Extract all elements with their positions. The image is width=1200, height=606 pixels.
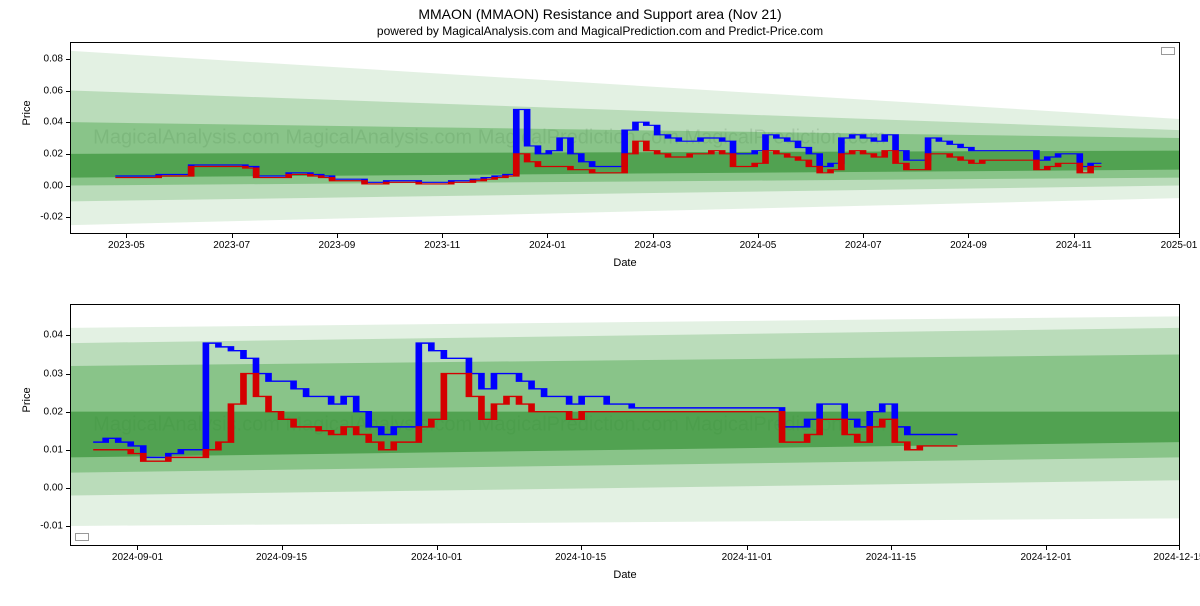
xtick-mark [1179,545,1180,550]
ytick-mark [66,374,71,375]
chart-subtitle: powered by MagicalAnalysis.com and Magic… [0,24,1200,38]
bottom-legend [75,533,89,541]
bottom-lines-svg [71,305,1179,545]
xtick-mark [137,545,138,550]
ytick-label: 0.04 [21,330,63,341]
xtick-mark [758,233,759,238]
xtick-label: 2023-11 [424,240,460,251]
ytick-label: 0.03 [21,368,63,379]
chart-title: MMAON (MMAON) Resistance and Support are… [0,6,1200,22]
xtick-label: 2023-05 [108,240,145,251]
top-legend [1161,47,1175,55]
xtick-mark [1074,233,1075,238]
xtick-label: 2024-11-01 [722,552,772,563]
xtick-mark [653,233,654,238]
xtick-mark [968,233,969,238]
xtick-mark [232,233,233,238]
ytick-mark [66,488,71,489]
xtick-mark [442,233,443,238]
xtick-label: 2025-01 [1161,240,1198,251]
ytick-mark [66,412,71,413]
ytick-label: 0.00 [21,482,63,493]
ytick-mark [66,186,71,187]
xtick-label: 2024-11-15 [866,552,916,563]
xtick-mark [581,545,582,550]
bottom-panel: Price Date MagicalAnalysis.com MagicalAn… [70,304,1180,546]
ytick-label: 0.08 [21,53,63,64]
bottom-plot-area: MagicalAnalysis.com MagicalAnalysis.com … [71,305,1179,545]
ytick-label: -0.02 [21,212,63,223]
ytick-mark [66,59,71,60]
ytick-mark [66,122,71,123]
xtick-mark [547,233,548,238]
chart-figure: MMAON (MMAON) Resistance and Support are… [0,6,1200,606]
xtick-label: 2024-11 [1056,240,1092,251]
ytick-label: 0.04 [21,117,63,128]
xtick-label: 2024-01 [529,240,566,251]
ytick-mark [66,335,71,336]
xtick-label: 2023-09 [319,240,356,251]
ytick-mark [66,450,71,451]
ytick-label: -0.01 [21,520,63,531]
xtick-label: 2024-09-01 [112,552,163,563]
ytick-label: 0.01 [21,444,63,455]
xtick-label: 2024-10-01 [411,552,462,563]
ytick-label: 0.06 [21,85,63,96]
ytick-mark [66,91,71,92]
xtick-mark [126,233,127,238]
ytick-mark [66,154,71,155]
top-panel: Price Date MagicalAnalysis.com MagicalAn… [70,42,1180,234]
ytick-mark [66,526,71,527]
xtick-mark [337,233,338,238]
xtick-mark [1046,545,1047,550]
ytick-label: 0.02 [21,406,63,417]
xtick-mark [863,233,864,238]
xtick-mark [437,545,438,550]
xtick-label: 2024-09 [950,240,987,251]
xtick-label: 2024-12-15 [1153,552,1200,563]
ytick-label: 0.00 [21,180,63,191]
xtick-label: 2024-09-15 [256,552,307,563]
xtick-label: 2024-05 [740,240,777,251]
xtick-label: 2024-03 [634,240,671,251]
xtick-label: 2024-12-01 [1020,552,1071,563]
xtick-mark [282,545,283,550]
xtick-mark [747,545,748,550]
xtick-label: 2024-10-15 [555,552,606,563]
ytick-label: 0.02 [21,148,63,159]
xtick-mark [891,545,892,550]
ytick-mark [66,217,71,218]
xtick-label: 2023-07 [213,240,250,251]
bottom-xlabel: Date [613,569,636,581]
top-xlabel: Date [613,257,636,269]
xtick-label: 2024-07 [845,240,882,251]
xtick-mark [1179,233,1180,238]
top-lines-svg [71,43,1179,233]
top-plot-area: MagicalAnalysis.com MagicalAnalysis.com … [71,43,1179,233]
